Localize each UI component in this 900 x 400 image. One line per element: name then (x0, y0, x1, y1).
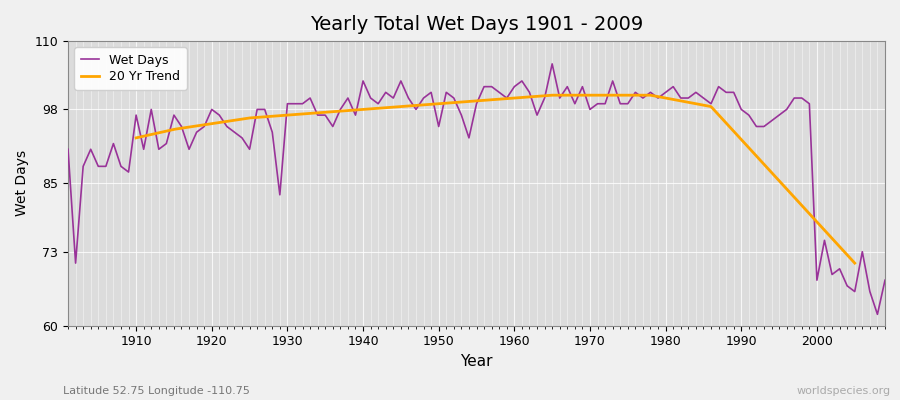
X-axis label: Year: Year (460, 354, 493, 369)
Wet Days (872, 312, 883, 317)
Wet Days (501, 96, 512, 100)
Wet Days (63, 147, 74, 152)
Legend: Wet Days, 20 Yr Trend: Wet Days, 20 Yr Trend (75, 47, 186, 90)
Wet Days (123, 170, 134, 174)
20 Yr Trend (721, 121, 732, 126)
Line: Wet Days: Wet Days (68, 64, 885, 314)
Line: 20 Yr Trend: 20 Yr Trend (136, 95, 855, 263)
20 Yr Trend (472, 98, 482, 103)
Text: Latitude 52.75 Longitude -110.75: Latitude 52.75 Longitude -110.75 (63, 386, 250, 396)
Title: Yearly Total Wet Days 1901 - 2009: Yearly Total Wet Days 1901 - 2009 (310, 15, 644, 34)
20 Yr Trend (850, 261, 860, 266)
20 Yr Trend (519, 95, 530, 100)
20 Yr Trend (130, 136, 141, 140)
Wet Days (879, 278, 890, 282)
Text: worldspecies.org: worldspecies.org (796, 386, 891, 396)
20 Yr Trend (476, 98, 487, 103)
Wet Days (335, 107, 346, 112)
20 Yr Trend (547, 93, 558, 98)
20 Yr Trend (560, 93, 571, 98)
Wet Days (508, 84, 519, 89)
Y-axis label: Wet Days: Wet Days (15, 150, 29, 216)
Wet Days (547, 62, 558, 66)
20 Yr Trend (833, 244, 844, 248)
Wet Days (290, 101, 301, 106)
Wet Days (608, 78, 618, 83)
